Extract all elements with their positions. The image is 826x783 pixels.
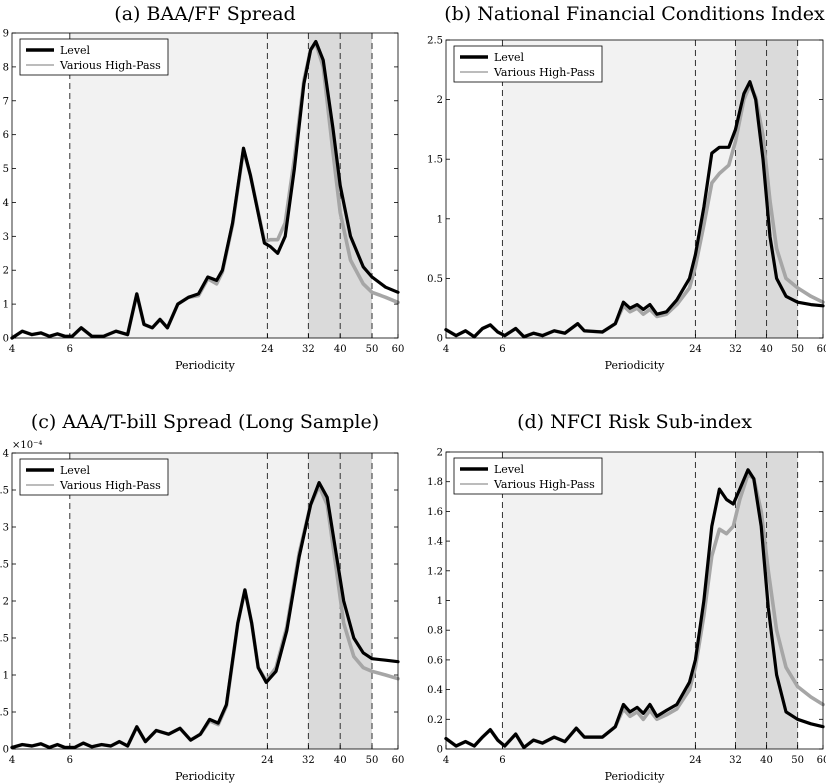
panel-3-y-tick-label: 2.5 <box>0 560 9 571</box>
panel-3-x-tick-label: 4 <box>9 755 15 766</box>
panel-1-x-tick-label: 6 <box>67 344 73 355</box>
panel-4-y-tick-label: 1.6 <box>427 507 443 518</box>
panel-3-x-axis-label: Periodicity <box>175 770 235 783</box>
panel-3-y-tick-label: 1.5 <box>0 634 9 645</box>
panel-4-x-axis-label: Periodicity <box>605 770 665 783</box>
panel-2-x-tick-label: 60 <box>817 344 826 355</box>
panel-2-y-tick-label: 0 <box>437 334 443 345</box>
panel-2-series-level-line <box>444 80 825 339</box>
panel-1-x-tick-label: 24 <box>261 344 274 355</box>
panel-2-x-tick-label: 50 <box>791 344 804 355</box>
panel-3-y-tick-label: 4 <box>3 449 9 460</box>
panel-1-x-axis-label: Periodicity <box>175 359 235 372</box>
panel-2-x-tick-label: 24 <box>689 344 702 355</box>
panel-4-y-tick-label: 0 <box>437 745 443 756</box>
panel-1-y-tick-label: 3 <box>3 232 9 243</box>
panel-1-legend-label-level: Level <box>60 44 91 57</box>
panel-4-y-tick-label: 0.6 <box>427 655 443 666</box>
panel-2-x-tick-label: 6 <box>499 344 505 355</box>
panel-2-legend-label-level: Level <box>494 51 525 64</box>
panel-3-x-tick-label: 32 <box>302 755 315 766</box>
panel-2-chart-title: (b) National Financial Conditions Index <box>444 3 825 25</box>
panel-2-x-tick-label: 32 <box>729 344 742 355</box>
panel-1-x-tick-label: 40 <box>334 344 347 355</box>
panel-2-y-tick-label: 0.5 <box>427 274 443 285</box>
panel-4-legend-label-level: Level <box>494 463 525 476</box>
panel-4-x-tick-label: 6 <box>499 755 505 766</box>
panel-4-y-tick-label: 1.2 <box>427 566 443 577</box>
panel-1-x-tick-label: 32 <box>302 344 315 355</box>
panel-4-x-tick-label: 32 <box>729 755 742 766</box>
panel-3-legend-box <box>19 458 169 496</box>
panel-4-x-tick-label: 40 <box>760 755 773 766</box>
panel-1-y-tick-label: 8 <box>3 62 9 73</box>
panel-4-y-tick-label: 1.4 <box>427 537 443 548</box>
panel-1-y-tick-label: 2 <box>3 266 9 277</box>
panel-4-y-tick-label: 1.8 <box>427 477 443 488</box>
panel-3-legend-label-level: Level <box>60 464 91 477</box>
panel-1-axes-frame <box>11 32 399 339</box>
panel-2-y-tick-label: 2.5 <box>427 36 443 47</box>
panel-4-y-tick-label: 0.8 <box>427 626 443 637</box>
panel-4-x-tick-label: 4 <box>443 755 449 766</box>
panel-4-chart-title: (d) NFCI Risk Sub-index <box>517 411 752 433</box>
panel-2-y-tick-label: 1.5 <box>427 155 443 166</box>
panel-2-axes-frame <box>445 39 824 339</box>
panel-4-series-level-line <box>444 468 825 750</box>
panel-3-x-tick-label: 6 <box>67 755 73 766</box>
panel-1-x-tick-label: 4 <box>9 344 15 355</box>
panel-3-chart-title: (c) AAA/T-bill Spread (Long Sample) <box>31 411 379 433</box>
panel-1-legend-box <box>19 38 169 76</box>
panel-3-y-tick-label: 0 <box>3 745 9 756</box>
panel-2-x-tick-label: 4 <box>443 344 449 355</box>
panel-4-y-tick-label: 0.4 <box>427 685 443 696</box>
panel-3-y-tick-label: 3 <box>3 523 9 534</box>
panel-1-y-tick-label: 4 <box>3 198 9 209</box>
panel-4-x-tick-label: 50 <box>791 755 804 766</box>
panel-4-legend-label-high-pass: Various High-Pass <box>493 478 595 491</box>
panel-1-x-tick-label: 60 <box>392 344 405 355</box>
panel-3-series-level-line <box>10 481 400 750</box>
panel-4-legend-box <box>453 457 603 495</box>
panel-2-y-tick-label: 1 <box>437 214 443 225</box>
panel-2-x-tick-label: 40 <box>760 344 773 355</box>
panel-2-legend-box <box>453 45 603 83</box>
panel-1-y-tick-label: 6 <box>3 130 9 141</box>
panel-3-y-tick-label: 2 <box>3 597 9 608</box>
panel-1-y-tick-label: 1 <box>3 300 9 311</box>
panel-4-y-tick-label: 2 <box>437 448 443 459</box>
panel-3-legend-label-high-pass: Various High-Pass <box>59 479 161 492</box>
panel-1-x-tick-label: 50 <box>366 344 379 355</box>
panel-3-y-tick-label: 1 <box>3 671 9 682</box>
panel-2-legend-label-high-pass: Various High-Pass <box>493 66 595 79</box>
panel-3-x-tick-label: 50 <box>366 755 379 766</box>
panel-3-y-tick-label: 3.5 <box>0 486 9 497</box>
panel-1-y-tick-label: 7 <box>3 96 9 107</box>
panel-1-series-level-line <box>10 39 400 340</box>
panel-3-x-tick-label: 60 <box>392 755 405 766</box>
panel-1-y-tick-label: 9 <box>3 29 9 40</box>
panel-1-chart-title: (a) BAA/FF Spread <box>114 3 295 25</box>
panel-4-x-tick-label: 60 <box>817 755 826 766</box>
panel-1-y-tick-label: 5 <box>3 164 9 175</box>
panel-3-y-tick-label: 0.5 <box>0 708 9 719</box>
panel-4-y-tick-label: 1 <box>437 596 443 607</box>
panel-1-y-tick-label: 0 <box>3 334 9 345</box>
panel-1-legend-label-high-pass: Various High-Pass <box>59 59 161 72</box>
panel-3-x-tick-label: 24 <box>261 755 274 766</box>
panel-4-y-tick-label: 0.2 <box>427 715 443 726</box>
panel-3-x-tick-label: 40 <box>334 755 347 766</box>
panel-2-x-axis-label: Periodicity <box>605 359 665 372</box>
panel-3-y-exponent-label: ×10⁻⁴ <box>12 440 42 451</box>
panel-2-y-tick-label: 2 <box>437 95 443 106</box>
panel-4-x-tick-label: 24 <box>689 755 702 766</box>
